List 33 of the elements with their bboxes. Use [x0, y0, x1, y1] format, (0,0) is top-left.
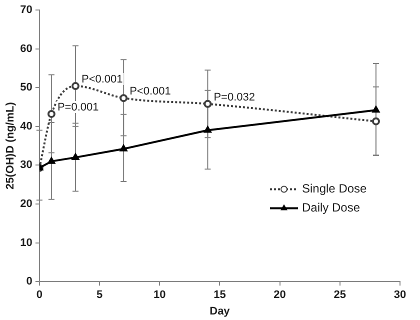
point [48, 157, 56, 164]
y-tick-label: 0 [26, 276, 32, 288]
annotation: P<0.001 [81, 74, 123, 86]
annotation: P<0.001 [130, 86, 171, 98]
legend-label: Single Dose [302, 182, 368, 196]
annotation: P=0.001 [57, 102, 99, 114]
point [372, 106, 380, 113]
x-tick-label: 0 [36, 289, 42, 302]
x-tick-label: 15 [214, 289, 226, 302]
point [372, 117, 380, 126]
x-tick-label: 25 [334, 289, 346, 302]
x-axis-title: Day [210, 305, 231, 318]
y-tick-label: 10 [20, 236, 32, 249]
y-tick-label: 70 [20, 4, 32, 16]
point [204, 100, 212, 108]
point [71, 82, 80, 90]
point [204, 126, 212, 133]
y-tick-label: 50 [20, 82, 32, 94]
point [72, 153, 80, 160]
x-tick-label: 30 [394, 289, 406, 302]
point [47, 110, 56, 118]
y-tick-label: 20 [20, 198, 32, 210]
y-tick-label: 40 [20, 120, 32, 132]
y-tick-label: 30 [20, 159, 32, 172]
annotation: P=0.032 [214, 91, 255, 104]
legend-label: Daily Dose [302, 200, 360, 215]
point [120, 144, 128, 152]
x-tick-label: 10 [154, 289, 166, 302]
y-tick-label: 60 [20, 42, 32, 55]
y-axis-title: 25(OH)D (ng/mL) [4, 102, 17, 190]
x-tick-label: 5 [96, 289, 103, 302]
x-tick-label: 20 [274, 289, 286, 302]
point [120, 94, 128, 102]
